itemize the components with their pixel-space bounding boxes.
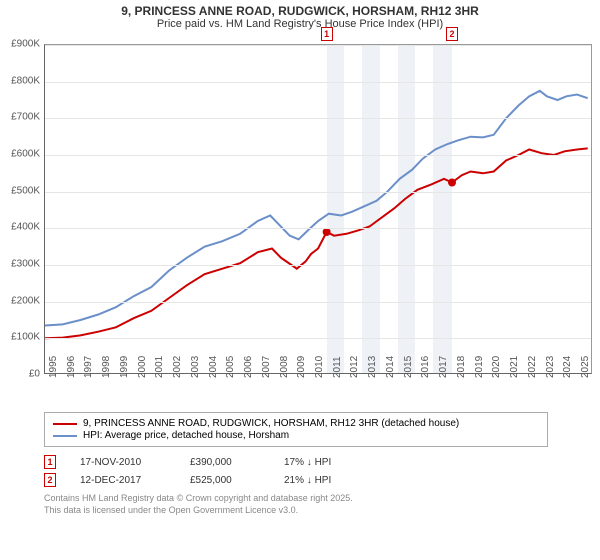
transaction-price: £525,000 [190, 475, 260, 486]
legend-label: HPI: Average price, detached house, Hors… [83, 430, 289, 441]
series-hpi [45, 91, 588, 326]
transaction-price: £390,000 [190, 457, 260, 468]
y-axis-label: £700K [0, 112, 40, 123]
y-axis-label: £500K [0, 185, 40, 196]
page-title: 9, PRINCESS ANNE ROAD, RUDGWICK, HORSHAM… [0, 0, 600, 18]
x-axis-label: 2005 [225, 356, 236, 378]
x-axis-label: 2003 [190, 356, 201, 378]
legend-swatch [53, 435, 77, 437]
transaction-index: 2 [44, 473, 56, 487]
gridline [45, 82, 591, 83]
x-axis-label: 2007 [261, 356, 272, 378]
y-axis-label: £900K [0, 39, 40, 50]
gridline [45, 265, 591, 266]
y-axis-label: £600K [0, 149, 40, 160]
gridline [45, 192, 591, 193]
x-axis-label: 2014 [385, 356, 396, 378]
x-axis-label: 2019 [474, 356, 485, 378]
x-axis-label: 1998 [101, 356, 112, 378]
gridline [45, 45, 591, 46]
x-axis-label: 2021 [509, 356, 520, 378]
transaction-index: 1 [44, 455, 56, 469]
x-axis-label: 2017 [438, 356, 449, 378]
data-point-2 [448, 179, 456, 187]
x-axis-label: 2001 [154, 356, 165, 378]
y-axis-label: £0 [0, 369, 40, 380]
x-axis-label: 1995 [48, 356, 59, 378]
x-axis-label: 2023 [545, 356, 556, 378]
transaction-note: 17% ↓ HPI [284, 457, 364, 468]
x-axis-label: 2010 [314, 356, 325, 378]
x-axis-label: 2006 [243, 356, 254, 378]
x-axis-label: 2002 [172, 356, 183, 378]
x-axis-label: 2011 [332, 356, 343, 378]
footnote-line-2: This data is licensed under the Open Gov… [44, 505, 548, 517]
series-price_paid [45, 148, 588, 338]
gridline [45, 118, 591, 119]
x-axis-label: 1996 [66, 356, 77, 378]
x-axis-label: 2004 [208, 356, 219, 378]
y-axis-label: £200K [0, 295, 40, 306]
legend-swatch [53, 423, 77, 425]
chart: 1995 1996 1997 1998 1999 2000 2001 2002 2003 2004… [0, 38, 600, 408]
transaction-note: 21% ↓ HPI [284, 475, 364, 486]
y-axis-label: £800K [0, 75, 40, 86]
y-axis-label: £300K [0, 259, 40, 270]
transaction-table: 1 17-NOV-2010 £390,000 17% ↓ HPI 2 12-DEC-201… [44, 455, 548, 487]
footnote-line-1: Contains HM Land Registry data © Crown c… [44, 493, 548, 505]
footnote: Contains HM Land Registry data © Crown c… [44, 493, 548, 516]
legend-row: 9, PRINCESS ANNE ROAD, RUDGWICK, HORSHAM… [53, 418, 539, 429]
marker-label-2: 2 [446, 27, 458, 41]
x-axis-label: 2018 [456, 356, 467, 378]
transaction-row: 2 12-DEC-2017 £525,000 21% ↓ HPI [44, 473, 548, 487]
page-subtitle: Price paid vs. HM Land Registry's House … [0, 18, 600, 34]
gridline [45, 228, 591, 229]
marker-label-1: 1 [321, 27, 333, 41]
x-axis-label: 2015 [403, 356, 414, 378]
x-axis-label: 2025 [580, 356, 591, 378]
x-axis-label: 2008 [279, 356, 290, 378]
legend-and-footer: 9, PRINCESS ANNE ROAD, RUDGWICK, HORSHAM… [44, 412, 548, 516]
gridline [45, 338, 591, 339]
x-axis-label: 1999 [119, 356, 130, 378]
x-axis-label: 2012 [349, 356, 360, 378]
gridline [45, 302, 591, 303]
y-axis-label: £400K [0, 222, 40, 233]
transaction-date: 17-NOV-2010 [80, 457, 166, 468]
y-axis-label: £100K [0, 332, 40, 343]
chart-svg [45, 45, 593, 375]
x-axis-label: 1997 [83, 356, 94, 378]
x-axis-label: 2022 [527, 356, 538, 378]
x-axis-label: 2016 [420, 356, 431, 378]
transaction-date: 12-DEC-2017 [80, 475, 166, 486]
plot-area: 1995199619971998199920002001200220032004… [44, 44, 592, 374]
legend-label: 9, PRINCESS ANNE ROAD, RUDGWICK, HORSHAM… [83, 418, 459, 429]
x-axis-label: 2020 [491, 356, 502, 378]
x-axis-label: 2024 [562, 356, 573, 378]
x-axis-label: 2009 [296, 356, 307, 378]
legend-box: 9, PRINCESS ANNE ROAD, RUDGWICK, HORSHAM… [44, 412, 548, 447]
x-axis-label: 2000 [137, 356, 148, 378]
x-axis-label: 2013 [367, 356, 378, 378]
transaction-row: 1 17-NOV-2010 £390,000 17% ↓ HPI [44, 455, 548, 469]
legend-row: HPI: Average price, detached house, Hors… [53, 430, 539, 441]
gridline [45, 155, 591, 156]
